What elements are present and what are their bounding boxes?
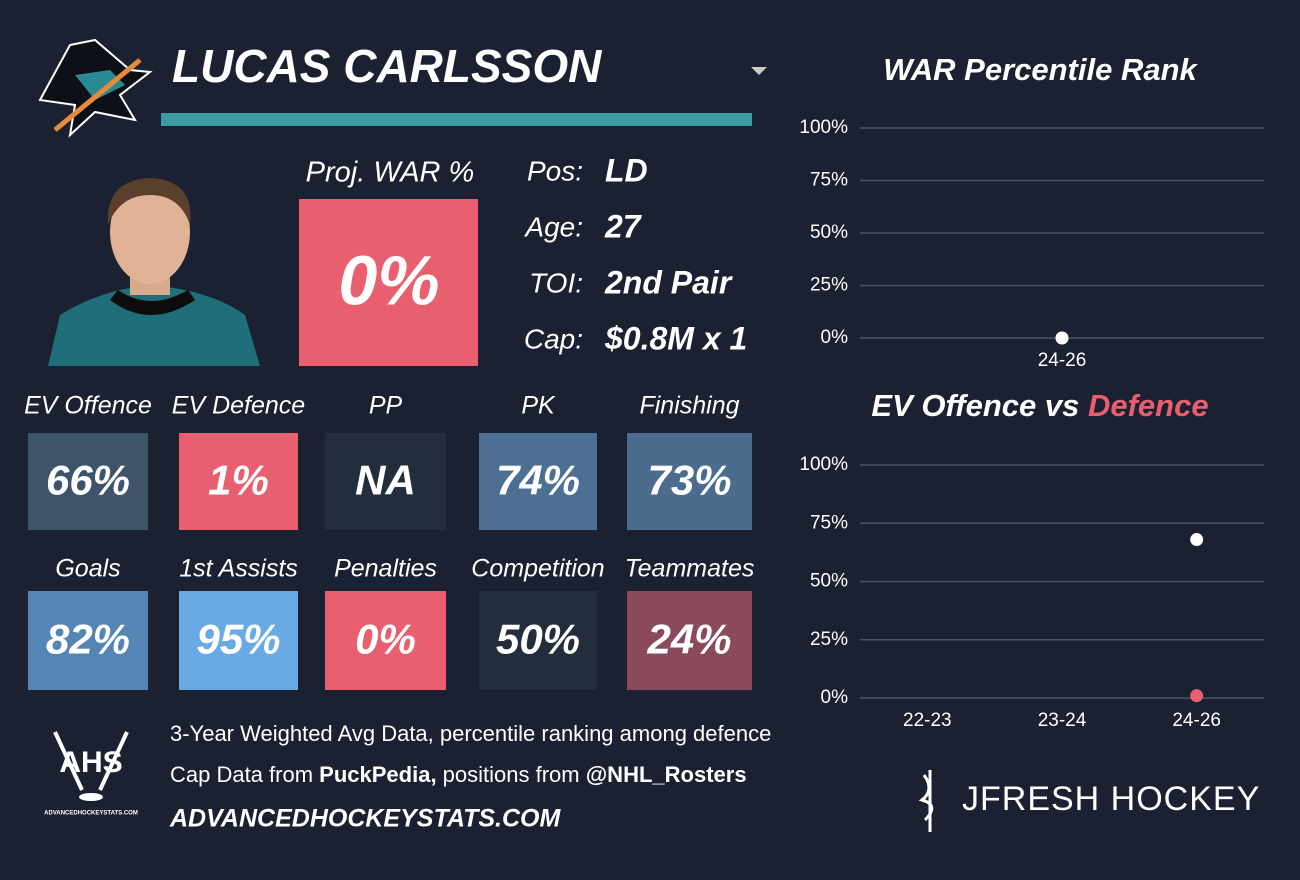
info-label: TOI:	[529, 267, 583, 298]
tile-box	[179, 591, 298, 690]
info-label: Pos:	[527, 155, 583, 186]
tile-label: PP	[369, 392, 403, 420]
tile-value: 1%	[208, 457, 269, 504]
y-tick-label: 25%	[810, 629, 848, 650]
player-name: LUCAS CARLSSON	[172, 40, 602, 92]
y-tick-label: 50%	[810, 571, 848, 592]
x-tick-label: 22-23	[903, 710, 952, 731]
tile-box	[179, 433, 298, 530]
tile-label: Competition	[471, 555, 604, 583]
name-underline	[161, 113, 752, 126]
tile-value: NA	[355, 457, 416, 504]
y-tick-label: 0%	[821, 687, 849, 708]
y-tick-label: 0%	[821, 327, 849, 348]
player-photo	[48, 178, 260, 366]
ahs-logo: AHS ADVANCEDHOCKEYSTATS.COM	[44, 731, 138, 817]
x-tick-label: 23-24	[1038, 710, 1087, 731]
point	[1055, 331, 1069, 345]
info-value: $0.8M x 1	[604, 320, 747, 356]
player-dropdown[interactable]	[751, 67, 767, 75]
info-label: Cap:	[524, 323, 583, 354]
proj-war-value: 0%	[338, 241, 439, 319]
proj-war-label: Proj. WAR %	[306, 157, 475, 189]
tile-value: 50%	[496, 616, 580, 663]
tile-value: 82%	[46, 616, 130, 663]
y-tick-label: 100%	[799, 454, 848, 475]
tile-box	[325, 433, 446, 530]
chart-title: WAR Percentile Rank	[883, 52, 1198, 87]
proj-war-box	[299, 199, 478, 366]
tile-label: Finishing	[639, 392, 739, 420]
tile-value: 24%	[646, 616, 731, 663]
ahs-logo-text: AHS	[59, 746, 122, 779]
tile-box	[627, 433, 752, 530]
tile-label: Teammates	[625, 555, 755, 583]
tile-box	[479, 591, 597, 690]
footer-line2: Cap Data from PuckPedia, positions from …	[170, 762, 747, 787]
tile-label: Goals	[55, 555, 120, 583]
brand-text: JFRESH HOCKEY	[962, 780, 1260, 818]
y-tick-label: 100%	[799, 117, 848, 138]
tile-box	[627, 591, 752, 690]
tile-label: PK	[521, 392, 556, 420]
tile-value: 74%	[496, 457, 580, 504]
tile-box	[479, 433, 597, 530]
footer-site: ADVANCEDHOCKEYSTATS.COM	[169, 805, 561, 833]
footer-link: PuckPedia,	[319, 762, 436, 787]
tile-value: 73%	[647, 457, 731, 504]
x-tick-label: 24-26	[1038, 350, 1087, 371]
tile-label: EV Defence	[172, 392, 305, 420]
footer-link: @NHL_Rosters	[586, 762, 747, 787]
y-tick-label: 75%	[810, 512, 848, 533]
y-tick-label: 25%	[810, 275, 848, 296]
tile-box	[325, 591, 446, 690]
footer-line1: 3-Year Weighted Avg Data, percentile ran…	[170, 721, 771, 746]
tile-value: 66%	[46, 457, 130, 504]
point	[1190, 689, 1204, 703]
info-value: 2nd Pair	[604, 264, 733, 300]
tile-label: EV Offence	[24, 392, 152, 420]
tile-box	[28, 433, 148, 530]
tile-box	[28, 591, 148, 690]
footer-text: Cap Data from	[170, 762, 319, 787]
y-tick-label: 50%	[810, 222, 848, 243]
chart-title-part: EV Offence vs	[871, 388, 1088, 423]
y-tick-label: 75%	[810, 170, 848, 191]
info-value: LD	[605, 152, 648, 188]
chart-title-part: Defence	[1088, 388, 1209, 423]
tile-label: 1st Assists	[179, 555, 298, 583]
chart-title: EV Offence vs Defence	[871, 388, 1208, 423]
team-logo	[38, 38, 153, 138]
brand-logo	[918, 770, 934, 832]
footer-text: positions from	[437, 762, 586, 787]
ahs-logo-sub: ADVANCEDHOCKEYSTATS.COM	[44, 811, 138, 817]
tile-value: 95%	[196, 616, 280, 663]
info-value: 27	[604, 208, 643, 244]
tile-value: 0%	[355, 616, 416, 663]
x-tick-label: 24-26	[1172, 710, 1221, 731]
point	[1190, 533, 1204, 547]
tile-label: Penalties	[334, 555, 437, 583]
dynamic-layer: Pos: LD Age: 27 TOI: 2nd Pair Cap: $0.8M x 1 EV …	[24, 52, 1264, 731]
info-label: Age:	[523, 211, 583, 242]
